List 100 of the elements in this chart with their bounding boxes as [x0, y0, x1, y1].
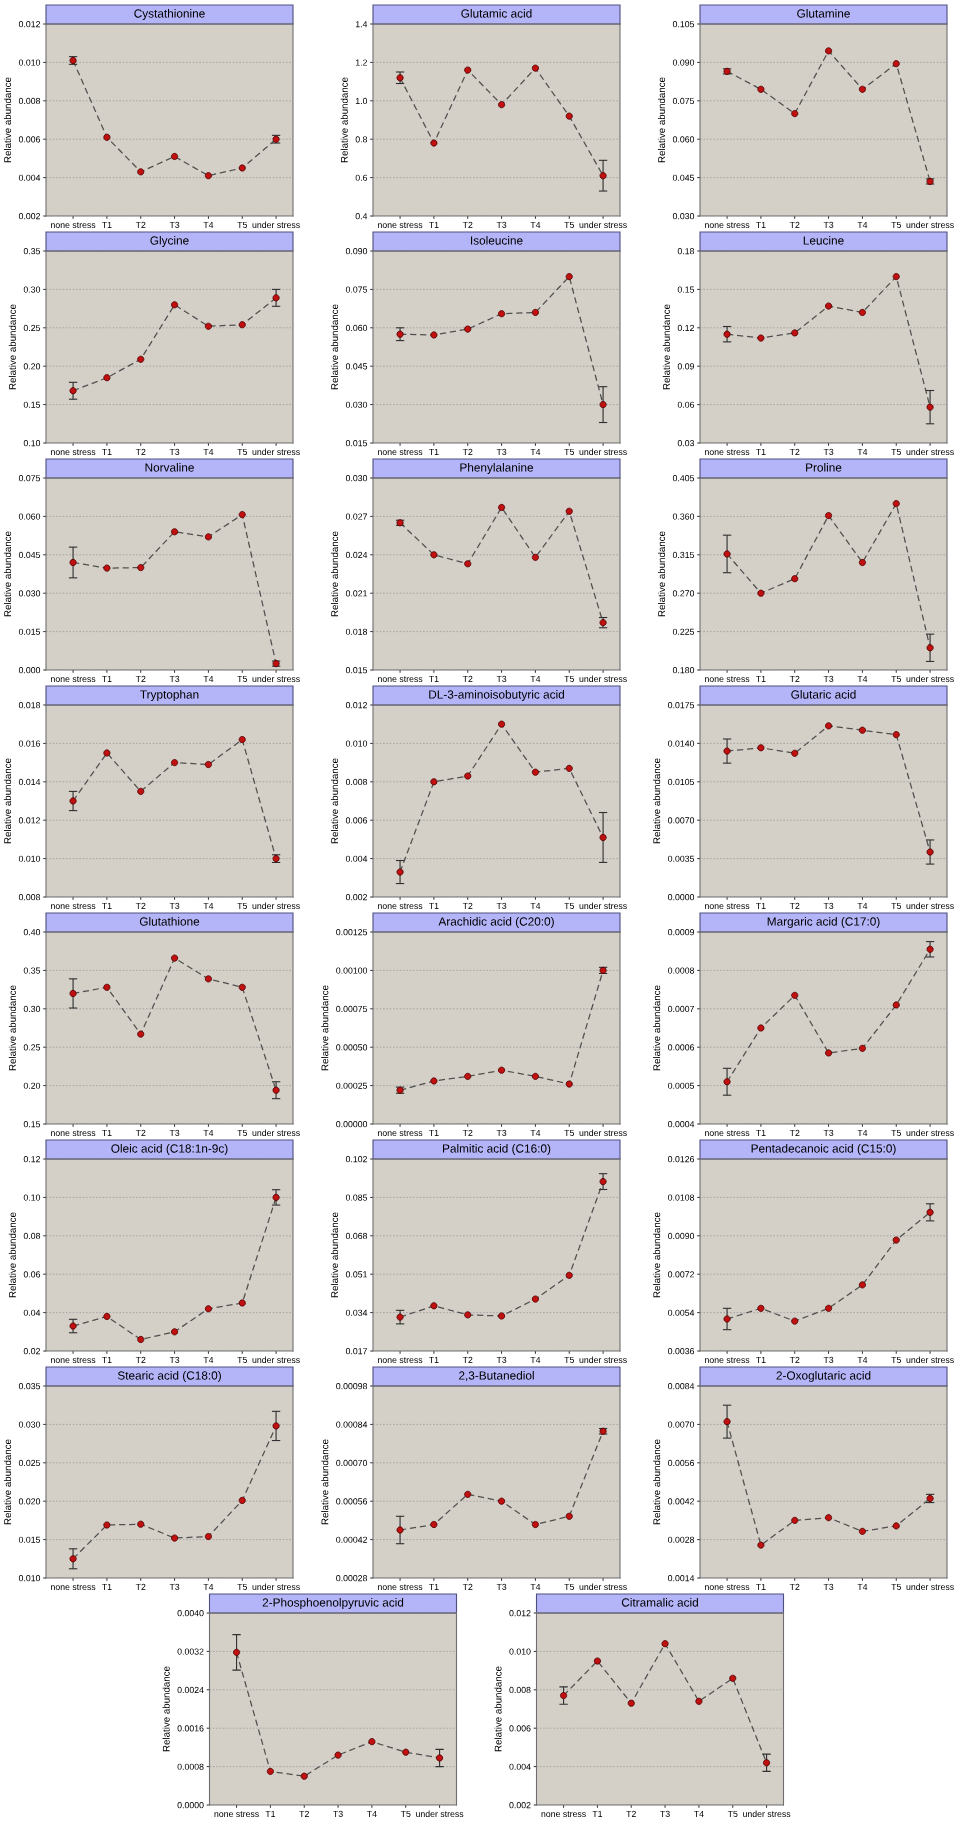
x-tick-label: T3	[169, 1129, 180, 1136]
x-tick-label: T4	[857, 448, 868, 455]
y-tick-label: 0.0024	[177, 1686, 204, 1694]
x-tick-label: T3	[823, 1356, 834, 1363]
y-tick-label: 0.045	[345, 363, 368, 370]
y-axis-title: Relative abundance	[653, 1212, 661, 1298]
y-tick-label: 0.08	[23, 1232, 41, 1240]
x-tick-label: none stress	[378, 676, 423, 682]
x-tick-label: none stress	[705, 903, 750, 909]
x-tick-label: none stress	[51, 1584, 96, 1590]
chart-title: 2,3-Butanediol	[459, 1371, 534, 1382]
x-tick-label: T5	[891, 448, 901, 455]
y-tick-label: 0.0105	[668, 778, 695, 786]
x-tick-label: none stress	[705, 222, 750, 228]
y-tick-label: 0.00075	[336, 1005, 368, 1013]
y-tick-label: 0.25	[23, 1044, 41, 1051]
x-tick-label: T3	[823, 675, 834, 682]
x-tick-label: T2	[789, 221, 800, 228]
y-tick-label: 0.075	[672, 97, 695, 105]
y-axis-title: Relative abundance	[8, 1212, 16, 1298]
x-tick-label: under stress	[906, 221, 954, 228]
chart-title: Proline	[806, 463, 842, 472]
y-tick-label: 0.40	[23, 929, 41, 936]
x-tick-label: T5	[727, 1810, 738, 1817]
x-tick-label: T3	[333, 1810, 343, 1817]
x-tick-label: none stress	[378, 449, 423, 455]
chart-title: DL-3-aminoisobutyric acid	[429, 690, 564, 701]
x-tick-label: T3	[169, 1356, 180, 1363]
x-tick-label: T3	[823, 448, 834, 455]
y-tick-label: 0.315	[672, 551, 695, 559]
y-tick-label: 0.15	[23, 401, 41, 408]
x-tick-label: T4	[530, 675, 541, 682]
y-tick-label: 0.030	[345, 401, 368, 408]
y-tick-label: 0.00042	[336, 1536, 368, 1543]
x-tick-label: none stress	[378, 222, 423, 228]
x-tick-label: T4	[203, 902, 214, 909]
x-tick-label: T5	[891, 221, 901, 228]
chart-title: Glutathione	[139, 917, 200, 926]
x-tick-label: T2	[462, 448, 473, 455]
y-tick-label: 0.035	[18, 1383, 41, 1390]
y-tick-label: 0.030	[18, 1421, 41, 1428]
chart-title: Leucine	[803, 236, 844, 245]
x-tick-label: none stress	[705, 1130, 750, 1136]
x-tick-label: under stress	[906, 675, 954, 682]
chart-title: Norvaline	[145, 463, 194, 472]
y-tick-label: 0.04	[23, 1309, 41, 1316]
y-tick-label: 0.12	[23, 1156, 41, 1163]
x-tick-label: T3	[496, 902, 507, 909]
x-tick-label: T5	[564, 675, 574, 682]
chart-title: Pentadecanoic acid (C15:0)	[751, 1144, 896, 1155]
chart-title: 2-Oxoglutaric acid	[776, 1371, 871, 1382]
y-axis-title: Relative abundance	[653, 1439, 661, 1525]
y-axis-title: Relative abundance	[662, 304, 670, 390]
y-tick-label: 0.00025	[336, 1082, 368, 1089]
x-tick-label: under stress	[579, 1583, 627, 1590]
x-tick-label: T3	[496, 1583, 507, 1590]
x-tick-label: T3	[496, 221, 507, 228]
x-tick-label: T1	[102, 902, 112, 909]
x-tick-label: T2	[462, 1583, 473, 1590]
x-tick-label: none stress	[51, 222, 96, 228]
x-tick-label: under stress	[906, 1129, 954, 1136]
y-tick-label: 0.006	[18, 136, 41, 143]
x-tick-label: T4	[857, 1356, 868, 1363]
x-tick-label: T5	[237, 1129, 247, 1136]
y-tick-label: 0.002	[18, 213, 41, 220]
y-tick-label: 0.35	[23, 967, 41, 974]
x-tick-label: T1	[429, 1583, 439, 1590]
x-tick-label: T4	[203, 1583, 214, 1590]
y-tick-label: 0.25	[23, 324, 41, 332]
x-tick-label: T4	[857, 1129, 868, 1136]
x-tick-label: T5	[237, 221, 247, 228]
x-tick-label: T3	[169, 675, 180, 682]
y-tick-label: 0.02	[23, 1348, 41, 1355]
x-tick-label: T5	[237, 1356, 247, 1363]
x-tick-label: T3	[823, 902, 834, 909]
x-tick-label: T5	[237, 675, 247, 682]
y-tick-label: 0.010	[18, 855, 41, 862]
y-tick-label: 0.360	[672, 513, 695, 520]
x-tick-label: T1	[429, 448, 439, 455]
x-tick-label: T5	[891, 1583, 901, 1590]
y-axis-title: Relative abundance	[3, 77, 12, 163]
x-tick-label: T3	[169, 221, 180, 228]
y-tick-label: 0.20	[23, 1082, 41, 1089]
y-tick-label: 0.008	[345, 778, 368, 786]
y-axis-title: Relative abundance	[321, 985, 329, 1071]
x-tick-label: T4	[203, 675, 214, 682]
x-tick-label: T1	[756, 1356, 766, 1363]
y-tick-label: 0.018	[345, 628, 368, 635]
y-tick-label: 0.0006	[668, 1044, 695, 1051]
x-tick-label: T5	[400, 1810, 411, 1817]
x-tick-label: T2	[626, 1810, 636, 1817]
x-tick-label: T1	[102, 1356, 112, 1363]
x-tick-label: T3	[496, 675, 507, 682]
x-tick-label: T2	[462, 902, 473, 909]
x-tick-label: T2	[789, 1356, 800, 1363]
x-tick-label: T1	[429, 1356, 439, 1363]
y-axis-title: Relative abundance	[653, 758, 661, 844]
y-tick-label: 0.012	[345, 702, 368, 709]
x-tick-label: T1	[756, 221, 766, 228]
y-tick-label: 0.00100	[336, 967, 368, 974]
